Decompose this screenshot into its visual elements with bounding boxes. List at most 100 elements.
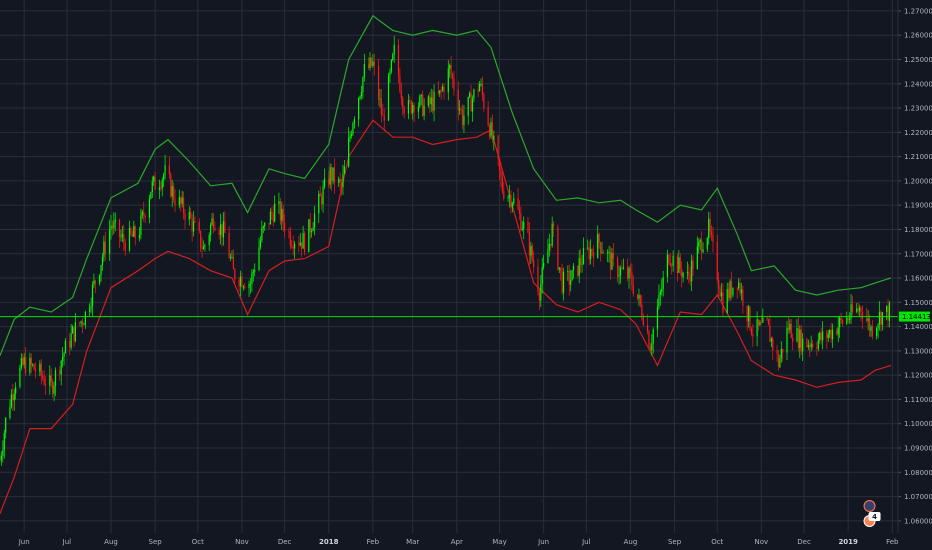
candle-body <box>470 93 472 112</box>
candle-body <box>163 175 165 180</box>
candle-body <box>338 178 340 184</box>
lower-band-line <box>0 119 892 514</box>
candle-body <box>369 57 371 68</box>
candle-body <box>370 57 373 66</box>
candle-body <box>497 135 499 159</box>
candle-body <box>191 218 193 232</box>
price-tick-label: 1.16000 <box>904 275 932 283</box>
candle-body <box>269 211 271 225</box>
event-badge-icon[interactable] <box>863 500 876 512</box>
candle-body <box>259 240 262 248</box>
candle-body <box>73 326 75 341</box>
candle-body <box>792 338 794 342</box>
candle-body <box>422 94 424 116</box>
candle-body <box>110 225 112 230</box>
candle-body <box>293 243 296 249</box>
candle-body <box>261 228 263 241</box>
candle-body <box>271 211 273 214</box>
candle-body <box>383 115 385 121</box>
price-tick-label: 1.14000 <box>904 323 932 331</box>
candle-body <box>182 197 185 214</box>
candle-body <box>138 235 141 239</box>
candle-body <box>567 271 569 272</box>
candle-body <box>212 218 215 229</box>
candle-body <box>360 92 363 96</box>
candle-body <box>796 328 798 342</box>
candle-body <box>204 245 206 247</box>
candle-body <box>342 173 344 187</box>
candle-body <box>150 191 152 199</box>
event-badges[interactable]: 4 <box>863 500 881 527</box>
candle-body <box>241 276 243 288</box>
candle-body <box>881 312 883 325</box>
candle-body <box>819 332 821 340</box>
candle-body <box>234 269 236 280</box>
candle-body <box>602 252 605 254</box>
candle-body <box>629 268 632 273</box>
candle-body <box>689 274 691 282</box>
time-tick-label: Dec <box>278 538 292 546</box>
time-tick-label: Apr <box>451 538 463 546</box>
candle-body <box>372 61 374 66</box>
candle-body <box>192 221 195 232</box>
candle-body <box>2 449 4 457</box>
price-tick-label: 1.07000 <box>904 493 932 501</box>
candle-body <box>710 231 713 235</box>
candle-body <box>726 289 728 313</box>
candle-body <box>291 245 293 247</box>
candle-body <box>491 122 494 140</box>
candle-body <box>64 340 67 354</box>
candle-body <box>681 269 683 278</box>
price-tick-label: 1.15000 <box>904 299 932 307</box>
time-tick-label: Feb <box>886 538 899 546</box>
candle-body <box>221 224 223 238</box>
candle-body <box>153 176 155 182</box>
candle-body <box>480 84 482 85</box>
price-axis[interactable]: 1.27000 1.26000 1.25000 1.24000 1.23000 1.220… <box>897 0 932 533</box>
time-axis[interactable]: Jun Jul Aug Sep Oct Nov Dec 2018 Feb Mar Apr May Jun… <box>18 538 899 546</box>
candle-body <box>656 307 659 330</box>
candle-body <box>829 330 831 335</box>
candle-body <box>214 228 216 231</box>
candle-body <box>399 75 401 92</box>
candle-body <box>154 176 156 190</box>
candle-body <box>836 329 838 335</box>
candle-body <box>541 267 543 284</box>
candle-body <box>770 338 772 342</box>
candle-body <box>870 326 872 331</box>
candle-body <box>877 324 879 329</box>
candle-body <box>510 194 512 208</box>
candle-body <box>5 417 7 433</box>
candle-body <box>52 381 54 394</box>
candle-body <box>860 307 862 312</box>
candle-body <box>772 338 774 350</box>
candle-body <box>662 277 664 290</box>
candle-body <box>423 105 425 116</box>
candle-body <box>74 322 77 341</box>
candle-body <box>252 271 254 274</box>
candle-body <box>208 235 210 246</box>
time-tick-label: Jul <box>62 538 72 546</box>
candle-body <box>701 239 703 253</box>
candle-body <box>53 385 55 394</box>
candle-body <box>29 357 31 374</box>
candle-body <box>144 215 146 218</box>
time-tick-label: Mar <box>406 538 419 546</box>
candle-body <box>407 100 410 114</box>
candle-body <box>672 255 674 267</box>
candle-body <box>211 218 213 225</box>
candle-body <box>762 317 764 323</box>
candle-body <box>409 100 411 102</box>
candle-body <box>392 54 394 61</box>
candle-body <box>722 292 724 313</box>
candle-body <box>878 311 881 325</box>
candle-body <box>34 369 37 372</box>
candle-body <box>309 219 311 233</box>
candle-body <box>222 221 225 238</box>
candle-body <box>547 249 549 264</box>
candle-body <box>607 252 609 254</box>
candle-body <box>581 263 583 265</box>
candle-body <box>839 317 841 328</box>
candle-body <box>131 234 133 237</box>
